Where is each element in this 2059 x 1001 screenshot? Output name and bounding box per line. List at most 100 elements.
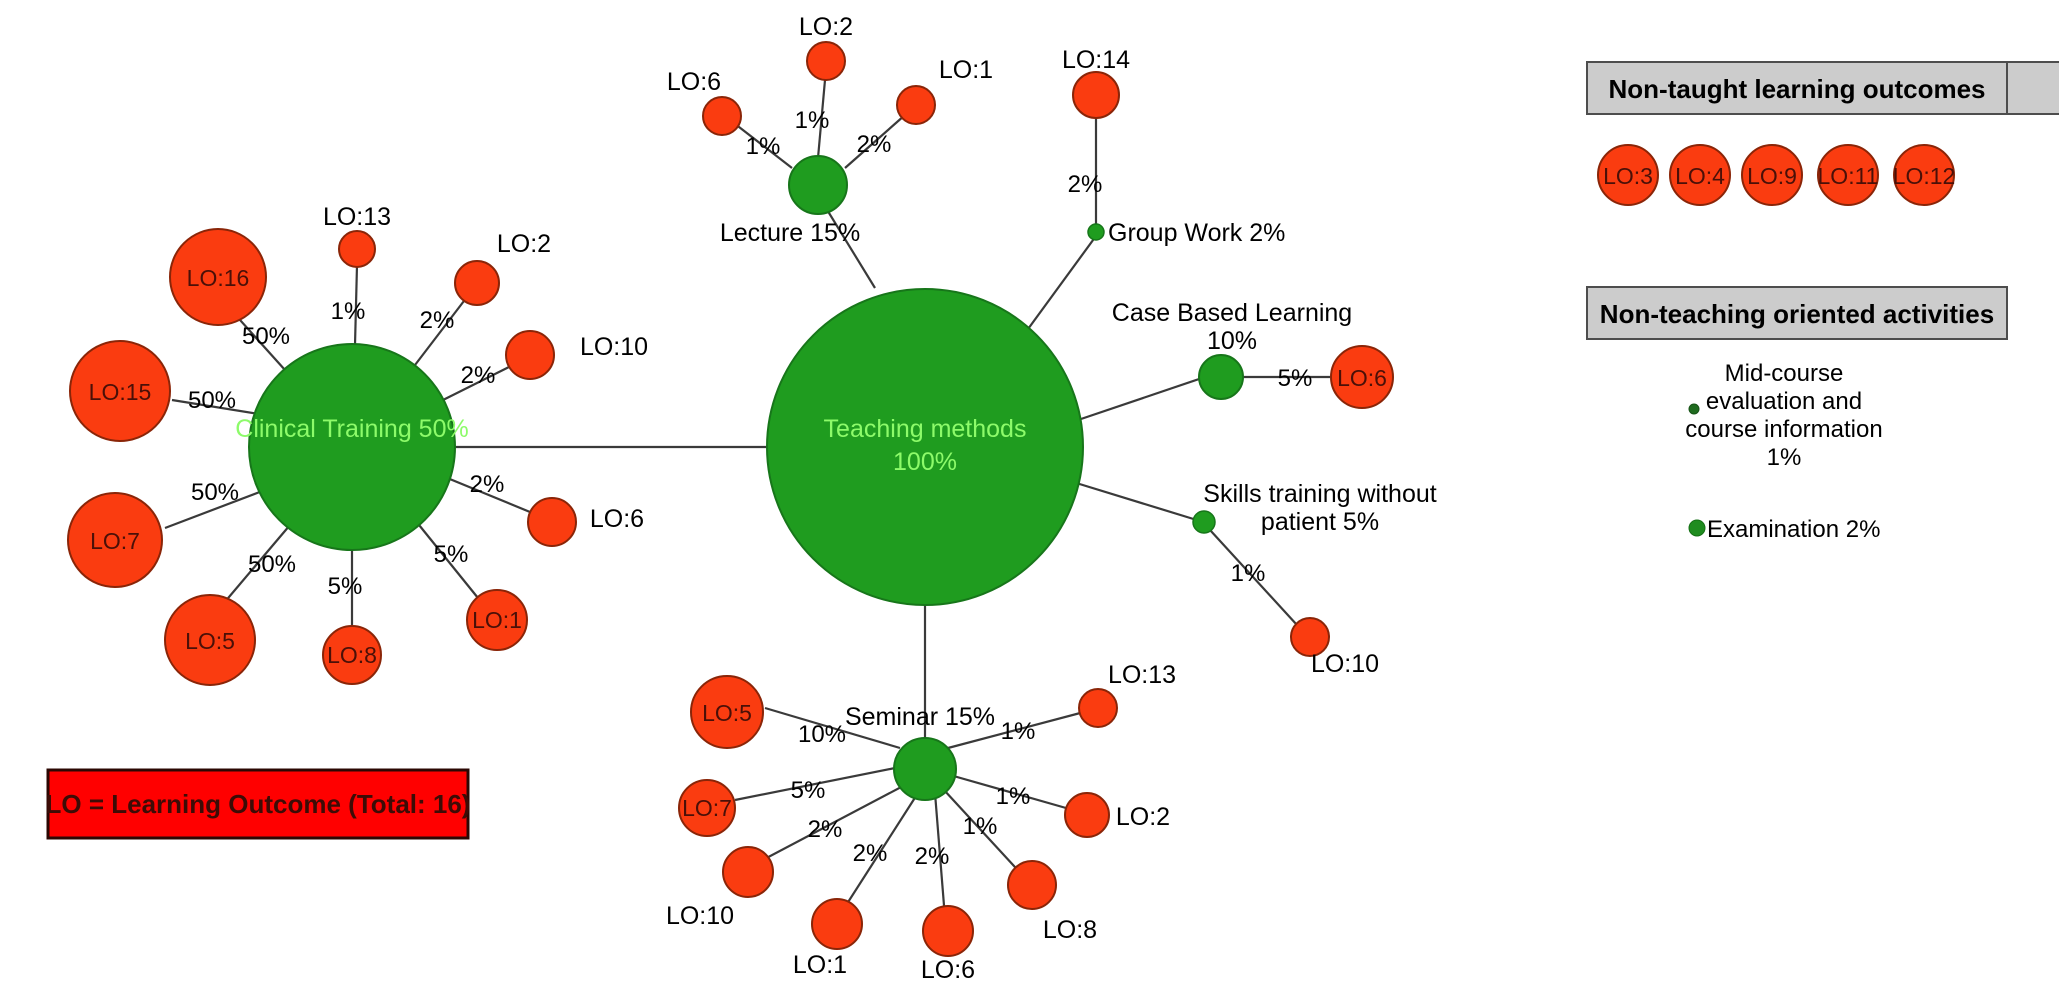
root-value-label: 100% bbox=[893, 448, 957, 476]
node-seminar-lo10-label: LO:10 bbox=[666, 902, 734, 930]
edge-label-seminar-lo7: 5% bbox=[791, 777, 826, 804]
mid-course-dot-icon bbox=[1688, 403, 1700, 415]
node-clinical-lo1-label: LO:1 bbox=[472, 607, 522, 633]
legend-mid-course-line3: course information bbox=[1685, 416, 1882, 443]
node-group-work[interactable] bbox=[1087, 223, 1105, 241]
node-case-lo6-label: LO:6 bbox=[1337, 365, 1387, 391]
case-based-label-line2: 10% bbox=[1207, 327, 1257, 355]
node-teaching-methods[interactable]: Teaching methods 100% bbox=[766, 288, 1084, 606]
node-seminar-lo10[interactable]: LO:10 bbox=[666, 846, 774, 930]
cluster-skills-training: LO:10 Skills training without patient 5%… bbox=[1192, 480, 1437, 678]
legend-non-taught-header-clip bbox=[1586, 61, 2008, 115]
edge-label-seminar-lo6: 2% bbox=[915, 843, 950, 870]
root-name-label: Teaching methods bbox=[824, 415, 1027, 443]
edge-clinical-lo10 bbox=[442, 362, 518, 401]
edge-label-lecture-lo1: 2% bbox=[857, 131, 892, 158]
edge-clinical-lo13 bbox=[353, 264, 359, 346]
edge-label-clinical-lo8: 5% bbox=[328, 573, 363, 600]
edge-lecture-lo6 bbox=[729, 119, 793, 169]
legend-non-taught-title: Non-taught learning outcomes bbox=[1609, 74, 1986, 104]
node-seminar-lo2[interactable]: LO:2 bbox=[1064, 792, 1170, 838]
node-clinical-lo16[interactable]: LO:16 bbox=[169, 228, 267, 326]
node-clinical-training[interactable]: Clinical Training 50% bbox=[235, 343, 469, 551]
legend-lo-3[interactable]: LO:3 bbox=[1597, 144, 1659, 206]
edge-root-skills bbox=[1072, 480, 1201, 523]
edge-label-seminar-lo8: 1% bbox=[963, 813, 998, 840]
node-seminar-lo13-label: LO:13 bbox=[1108, 661, 1176, 689]
skills-label-line1: Skills training without bbox=[1203, 480, 1436, 508]
node-seminar-lo6-label: LO:6 bbox=[921, 956, 975, 984]
seminar-label: Seminar 15% bbox=[845, 703, 995, 731]
node-skills-training[interactable] bbox=[1192, 510, 1216, 534]
legend-lo-11-label: LO:11 bbox=[1818, 163, 1879, 189]
edge-seminar-lo13 bbox=[947, 710, 1085, 750]
legend-lo-12[interactable]: LO:12 bbox=[1893, 144, 1956, 206]
node-clinical-lo7[interactable]: LO:7 bbox=[67, 492, 163, 588]
node-clinical-lo13-label: LO:13 bbox=[323, 203, 391, 231]
clinical-training-label: Clinical Training 50% bbox=[235, 415, 468, 443]
node-seminar-lo8[interactable]: LO:8 bbox=[1007, 860, 1097, 944]
edge-label-seminar-lo5: 10% bbox=[798, 721, 846, 748]
edge-label-seminar-lo10: 2% bbox=[808, 816, 843, 843]
node-clinical-lo6[interactable]: LO:6 bbox=[527, 497, 644, 547]
legend-mid-course-item[interactable]: Mid-course evaluation and course informa… bbox=[1685, 360, 1882, 471]
node-lecture-lo6[interactable]: LO:6 bbox=[667, 68, 742, 136]
node-clinical-lo15[interactable]: LO:15 bbox=[69, 340, 171, 442]
legend-lo-3-label: LO:3 bbox=[1603, 163, 1653, 189]
skills-label-line2: patient 5% bbox=[1261, 508, 1379, 536]
node-seminar-lo7[interactable]: LO:7 bbox=[678, 779, 736, 837]
node-lecture[interactable] bbox=[788, 155, 848, 215]
legend-lo-9[interactable]: LO:9 bbox=[1741, 144, 1803, 206]
edge-label-lecture-lo2: 1% bbox=[795, 107, 830, 134]
node-clinical-lo15-label: LO:15 bbox=[89, 379, 152, 405]
cluster-clinical-training: LO:16 LO:13 LO:2 LO:10 LO:15 LO:6 LO:7 bbox=[67, 203, 648, 686]
edges-layer bbox=[164, 79, 1330, 919]
node-clinical-lo10[interactable]: LO:10 bbox=[505, 330, 648, 380]
node-lecture-lo2-label: LO:2 bbox=[799, 13, 853, 41]
node-lecture-lo1[interactable]: LO:1 bbox=[896, 56, 993, 125]
node-seminar-lo1[interactable]: LO:1 bbox=[793, 898, 863, 979]
node-clinical-lo10-label: LO:10 bbox=[580, 333, 648, 361]
edge-clinical-lo6 bbox=[439, 473, 531, 514]
edge-clinical-lo15 bbox=[171, 398, 266, 417]
edge-label-clinical-lo5: 50% bbox=[248, 551, 296, 578]
legend-examination-label: Examination 2% bbox=[1707, 516, 1880, 543]
legend-mid-course-line2: evaluation and bbox=[1706, 388, 1862, 415]
edge-label-clinical-lo1: 5% bbox=[434, 541, 469, 568]
legend-examination-item[interactable]: Examination 2% bbox=[1688, 516, 1880, 543]
edge-label-clinical-lo15: 50% bbox=[188, 387, 236, 414]
node-groupwork-lo14[interactable]: LO:14 bbox=[1062, 46, 1130, 119]
case-based-label-line1: Case Based Learning bbox=[1112, 299, 1352, 327]
edge-label-clinical-lo16: 50% bbox=[242, 323, 290, 350]
node-case-lo6[interactable]: LO:6 bbox=[1330, 345, 1394, 409]
node-clinical-lo13[interactable]: LO:13 bbox=[323, 203, 391, 268]
node-clinical-lo2[interactable]: LO:2 bbox=[454, 230, 551, 306]
node-lecture-lo2[interactable]: LO:2 bbox=[799, 13, 853, 81]
legend-lo-11[interactable]: LO:11 bbox=[1817, 144, 1879, 206]
edge-seminar-lo5 bbox=[764, 706, 901, 750]
node-clinical-lo8[interactable]: LO:8 bbox=[322, 625, 382, 685]
node-case-based-learning[interactable] bbox=[1198, 354, 1244, 400]
edge-lecture-lo1 bbox=[844, 114, 906, 169]
edge-label-case-lo6: 5% bbox=[1278, 365, 1313, 392]
node-seminar-lo6[interactable]: LO:6 bbox=[921, 905, 975, 984]
legend-lo-definition-text: LO = Learning Outcome (Total: 16) bbox=[46, 789, 471, 819]
edge-label-seminar-lo2: 1% bbox=[996, 783, 1031, 810]
edge-label-clinical-lo10: 2% bbox=[461, 362, 496, 389]
node-clinical-lo5[interactable]: LO:5 bbox=[164, 594, 256, 686]
node-clinical-lo7-label: LO:7 bbox=[90, 528, 140, 554]
node-seminar-lo7-label: LO:7 bbox=[682, 795, 732, 821]
node-seminar[interactable] bbox=[893, 737, 957, 801]
node-clinical-lo1[interactable]: LO:1 bbox=[466, 589, 528, 651]
legend-lo-4[interactable]: LO:4 bbox=[1669, 144, 1731, 206]
edge-clinical-lo2 bbox=[414, 296, 468, 366]
legend-non-taught: Non-taught learning outcomes LO:3 LO:4 L… bbox=[1586, 61, 2059, 206]
edge-clinical-lo7 bbox=[164, 488, 266, 530]
legend-lo-4-label: LO:4 bbox=[1675, 163, 1725, 189]
legend-lo-12-label: LO:12 bbox=[1893, 163, 1956, 189]
node-skills-lo10[interactable]: LO:10 bbox=[1290, 617, 1379, 678]
node-seminar-lo13[interactable]: LO:13 bbox=[1078, 661, 1176, 728]
edge-root-case bbox=[1077, 375, 1206, 422]
node-clinical-lo6-label: LO:6 bbox=[590, 505, 644, 533]
node-seminar-lo5[interactable]: LO:5 bbox=[690, 675, 764, 749]
